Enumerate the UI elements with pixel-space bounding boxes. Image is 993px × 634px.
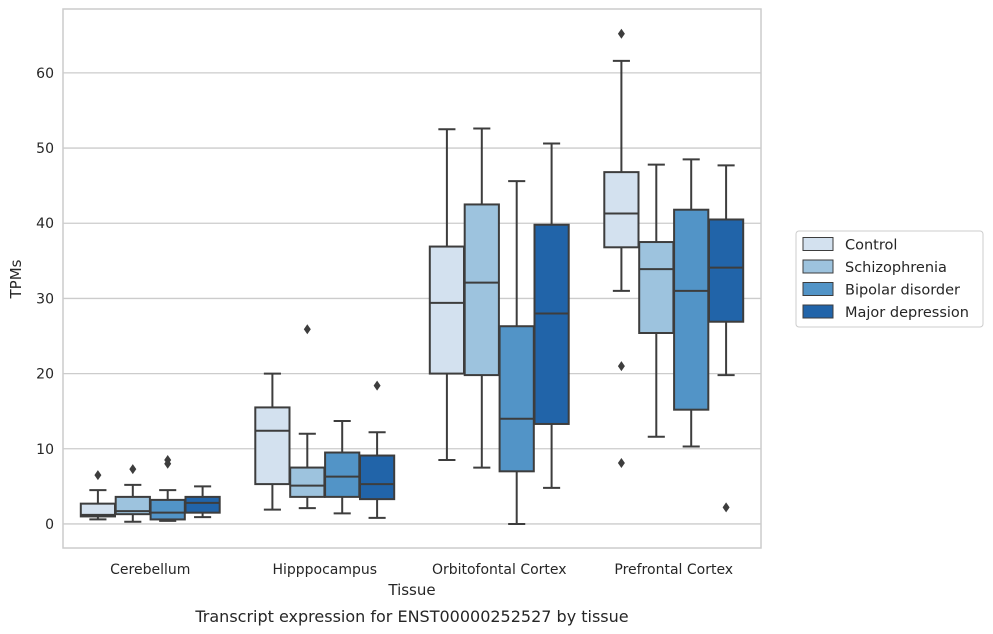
legend-swatch	[802, 282, 834, 296]
y-tick-label: 0	[45, 517, 54, 533]
outlier-point	[303, 324, 311, 335]
plot-area-frame	[62, 8, 762, 549]
box	[463, 127, 500, 469]
legend-label: Schizophrenia	[845, 260, 947, 276]
box	[149, 455, 186, 522]
outlier-point	[722, 502, 730, 513]
box	[533, 142, 570, 489]
legend-swatch	[802, 237, 834, 251]
legend: Control Schizophrenia Bipolar disorder Majo…	[795, 230, 984, 328]
y-tick-label: 50	[36, 141, 54, 157]
box	[673, 158, 710, 448]
gridlines	[63, 72, 761, 525]
y-tick-label: 30	[36, 291, 54, 307]
box	[324, 419, 361, 515]
legend-label: Major depression	[845, 305, 969, 321]
outlier-point	[617, 361, 625, 372]
outlier-point	[94, 470, 102, 481]
box-series	[79, 28, 745, 525]
series-major-depression	[184, 142, 745, 519]
box	[114, 464, 151, 523]
x-tick-label: Cerebellum	[110, 562, 190, 578]
box-iqr	[184, 495, 221, 514]
box	[638, 163, 675, 438]
legend-label: Bipolar disorder	[845, 283, 960, 299]
y-axis-ticks: 0 10 20 30 40 50 60	[36, 66, 54, 533]
y-axis-label: TPMs	[7, 259, 25, 299]
legend-frame	[795, 230, 984, 328]
box-iqr	[638, 241, 675, 335]
chart-caption: Transcript expression for ENST0000025252…	[194, 607, 628, 626]
series-control	[79, 28, 640, 521]
legend-swatch	[802, 259, 834, 274]
box	[79, 470, 117, 521]
box-iqr	[603, 171, 640, 249]
outlier-point	[617, 458, 625, 469]
box-iqr	[358, 454, 396, 501]
series-bipolar-disorder	[149, 158, 710, 525]
x-axis-label: Tissue	[387, 581, 435, 599]
box	[289, 324, 326, 510]
y-tick-label: 20	[36, 367, 54, 383]
x-axis-ticks: Cerebellum Hipppocampus Orbitofontal Corte…	[110, 562, 733, 578]
x-tick-label: Hipppocampus	[272, 562, 377, 578]
box-iqr	[149, 498, 186, 521]
outlier-point	[373, 380, 381, 391]
box	[707, 164, 745, 513]
outlier-point	[129, 464, 137, 475]
y-tick-label: 60	[36, 66, 54, 82]
box-iqr	[498, 325, 535, 473]
series-schizophrenia	[114, 127, 675, 523]
x-tick-label: Prefrontal Cortex	[614, 562, 733, 578]
box	[254, 372, 291, 511]
outlier-point	[617, 28, 625, 39]
box	[428, 128, 466, 462]
y-tick-label: 40	[36, 216, 54, 232]
box	[184, 485, 221, 519]
box	[603, 28, 640, 469]
outlier-point	[164, 455, 172, 466]
box-iqr	[428, 245, 466, 375]
box-iqr	[289, 466, 326, 498]
box-iqr	[707, 218, 745, 323]
y-tick-label: 10	[36, 442, 54, 458]
box-iqr	[673, 208, 710, 411]
box-iqr	[533, 223, 570, 425]
box	[498, 180, 535, 525]
box-iqr	[463, 203, 500, 377]
box-iqr	[254, 406, 291, 486]
box-iqr	[324, 451, 361, 498]
x-tick-label: Orbitofontal Cortex	[432, 562, 567, 578]
box	[358, 380, 396, 519]
legend-swatch	[802, 304, 834, 319]
legend-label: Control	[845, 238, 897, 254]
legend-items: Control Schizophrenia Bipolar disorder Majo…	[802, 237, 969, 321]
